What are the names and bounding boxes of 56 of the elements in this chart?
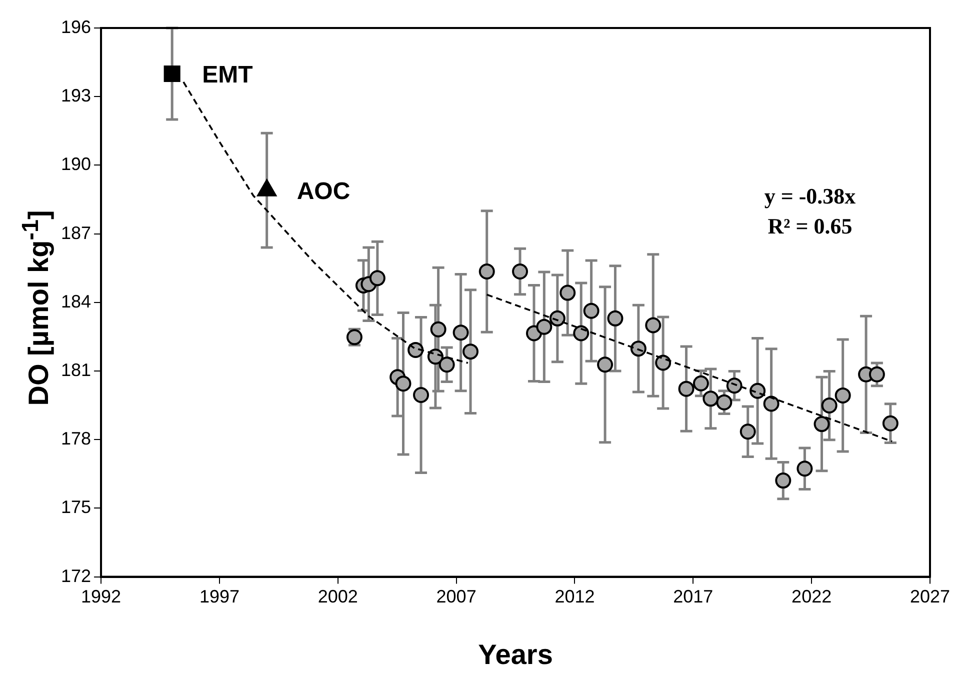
point — [395, 376, 412, 392]
point — [512, 264, 528, 280]
y-tick-label: 196 — [60, 16, 92, 37]
point — [645, 317, 662, 334]
annotation: y = -0.38x — [764, 184, 856, 209]
point — [452, 324, 469, 341]
point — [678, 380, 694, 397]
y-tick-label: 190 — [60, 154, 92, 174]
point — [478, 264, 495, 280]
x-tick-label: 2002 — [318, 586, 358, 607]
point — [702, 390, 719, 407]
x-tick-label: 2012 — [554, 586, 595, 607]
y-tick-label: 178 — [60, 428, 92, 449]
point — [692, 375, 709, 392]
y-tick-label: 172 — [60, 566, 92, 586]
point — [369, 270, 386, 286]
point — [549, 310, 566, 326]
x-tick-label: 1997 — [199, 586, 240, 607]
point — [740, 424, 756, 440]
point — [607, 310, 624, 326]
annotation: R² = 0.65 — [768, 214, 852, 239]
point — [655, 354, 672, 371]
x-tick-label: 2027 — [910, 586, 950, 607]
point — [716, 394, 732, 410]
point — [882, 415, 898, 432]
point — [597, 356, 614, 373]
y-tick-label: 181 — [60, 360, 92, 380]
y-tick-label: 193 — [60, 86, 92, 106]
point — [814, 416, 830, 432]
point — [164, 65, 180, 82]
x-tick-label: 1992 — [81, 586, 122, 607]
point — [462, 344, 479, 360]
point — [834, 387, 851, 404]
point — [560, 284, 576, 301]
point — [763, 396, 780, 412]
point — [796, 460, 813, 477]
annotation: EMT — [202, 61, 254, 88]
point — [438, 356, 455, 373]
point — [775, 472, 792, 489]
y-tick-label: 187 — [60, 222, 92, 243]
point — [430, 321, 446, 338]
point — [573, 325, 590, 342]
point — [726, 378, 742, 394]
x-tick-label: 2007 — [436, 586, 476, 607]
point — [583, 302, 600, 319]
point — [821, 398, 838, 414]
x-tick-label: 2022 — [792, 586, 832, 607]
x-axis-title: Years — [478, 638, 553, 670]
point — [536, 318, 552, 335]
annotation: AOC — [296, 178, 350, 205]
y-tick-label: 184 — [60, 291, 92, 312]
x-tick-label: 2017 — [673, 586, 714, 607]
point — [630, 340, 646, 357]
y-tick-label: 175 — [60, 497, 92, 518]
point — [868, 366, 885, 382]
point — [413, 387, 430, 404]
